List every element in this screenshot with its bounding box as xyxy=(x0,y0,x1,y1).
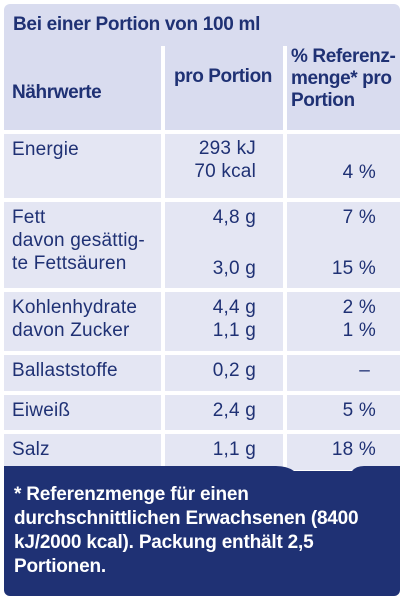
row-reference: 5 % xyxy=(287,395,400,430)
row-name: Salz xyxy=(12,434,162,470)
row-portion-value: 4,4 g xyxy=(212,297,256,318)
table-row-energie: Energie 293 kJ 70 kcal 4 % xyxy=(4,134,400,198)
row-reference-value: 7 % xyxy=(342,207,376,228)
row-portion: 0,2 g xyxy=(165,355,283,391)
row-divider xyxy=(4,430,400,434)
row-divider xyxy=(4,351,400,355)
column-divider xyxy=(161,46,165,470)
row-name: Kohlenhydrate davon Zucker xyxy=(12,292,162,351)
row-portion: 293 kJ 70 kcal xyxy=(165,134,283,198)
row-divider xyxy=(4,391,400,395)
row-portion: 4,8 g 3,0 g xyxy=(165,202,283,288)
column-header-name-text: Nährwerte xyxy=(12,82,102,103)
row-name-text: davon Zucker xyxy=(12,320,130,341)
row-reference-value: 4 % xyxy=(342,162,376,183)
portion-header: Bei einer Portion von 100 ml xyxy=(4,4,400,46)
table-row-ballaststoffe: Ballaststoffe 0,2 g – xyxy=(4,355,400,391)
row-name-text: Fett xyxy=(12,207,46,228)
row-reference-value: 5 % xyxy=(342,400,376,421)
row-divider xyxy=(4,288,400,292)
row-portion-value: 2,4 g xyxy=(212,400,256,421)
footnote-text: * Referenzmenge für einen durchschnittli… xyxy=(14,484,359,577)
row-reference-value: 2 % xyxy=(342,297,376,318)
row-portion-value: 1,1 g xyxy=(212,439,256,460)
portion-header-text: Bei einer Portion von 100 ml xyxy=(13,14,261,35)
footer-notch-shape xyxy=(4,466,400,474)
row-reference-value: 1 % xyxy=(342,320,376,341)
row-portion: 1,1 g xyxy=(165,434,283,470)
row-portion-value: 1,1 g xyxy=(212,320,256,341)
row-reference: 7 % 15 % xyxy=(287,202,400,288)
row-reference-value: 15 % xyxy=(331,258,376,279)
column-header-portion-text: pro Portion xyxy=(174,66,272,87)
table-row-fett: Fett davon gesättig- te Fettsäuren 4,8 g … xyxy=(4,202,400,288)
row-name-text: Ballaststoffe xyxy=(12,360,118,381)
row-reference: 4 % xyxy=(287,134,400,198)
row-name-text: Eiweiß xyxy=(12,400,71,421)
column-header-portion: pro Portion xyxy=(165,46,283,130)
row-divider xyxy=(4,198,400,202)
row-divider xyxy=(4,130,400,134)
table-row-salz: Salz 1,1 g 18 % xyxy=(4,434,400,470)
row-name-text: Kohlenhydrate xyxy=(12,297,138,318)
table-row-kohlenhydrate: Kohlenhydrate davon Zucker 4,4 g 1,1 g 2 … xyxy=(4,292,400,351)
row-name: Ballaststoffe xyxy=(12,355,162,391)
row-name: Energie xyxy=(12,134,162,198)
row-portion: 4,4 g 1,1 g xyxy=(165,292,283,351)
row-reference: – xyxy=(287,355,400,391)
table-row-eiweiss: Eiweiß 2,4 g 5 % xyxy=(4,395,400,430)
row-portion-value: 4,8 g xyxy=(212,207,256,228)
row-reference-value: – xyxy=(359,360,370,381)
row-name-text: davon gesättig- te Fettsäuren xyxy=(12,230,145,274)
row-portion-value: 3,0 g xyxy=(212,258,256,279)
nutrition-label: Bei einer Portion von 100 ml Nährwerte p… xyxy=(4,4,400,596)
row-reference: 2 % 1 % xyxy=(287,292,400,351)
column-header-reference: % Referenz­menge* pro Portion xyxy=(287,46,400,130)
column-divider xyxy=(283,46,287,470)
row-portion-value: 293 kJ 70 kcal xyxy=(194,138,256,182)
row-portion-value: 0,2 g xyxy=(212,360,256,381)
row-name-text: Energie xyxy=(12,139,79,160)
column-header-reference-text: % Referenz­menge* pro Portion xyxy=(291,46,396,111)
row-name: Fett davon gesättig- te Fettsäuren xyxy=(12,202,162,288)
column-header-name: Nährwerte xyxy=(4,46,161,130)
row-portion: 2,4 g xyxy=(165,395,283,430)
row-name: Eiweiß xyxy=(12,395,162,430)
row-reference-value: 18 % xyxy=(331,439,376,460)
footnote-panel: * Referenzmenge für einen durchschnittli… xyxy=(4,471,400,596)
row-name-text: Salz xyxy=(12,439,50,460)
row-reference: 18 % xyxy=(287,434,400,470)
